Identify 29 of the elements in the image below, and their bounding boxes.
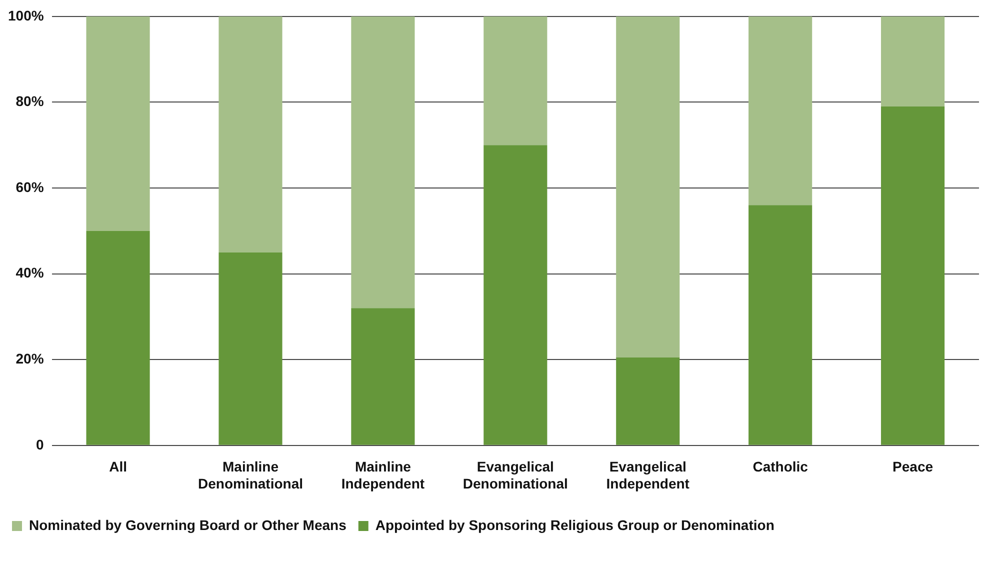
bar <box>351 16 415 308</box>
bar <box>218 252 282 445</box>
x-tick-label: Peace <box>892 458 934 475</box>
bar <box>748 205 812 445</box>
bar <box>218 16 282 252</box>
y-tick-label: 40% <box>16 264 44 281</box>
bar <box>86 230 150 445</box>
x-tick-label: Evangelical Denominational <box>462 458 568 492</box>
x-tick-label: All <box>109 458 127 475</box>
legend-label: Appointed by Sponsoring Religious Group or Denomination <box>375 516 774 533</box>
y-tick-label: 60% <box>16 178 44 195</box>
bar <box>616 357 680 445</box>
bar <box>616 16 680 358</box>
y-tick-label: 80% <box>16 93 44 110</box>
bar <box>748 16 812 206</box>
bar <box>880 16 945 106</box>
x-tick-label: Catholic <box>752 458 808 475</box>
bar <box>351 308 415 445</box>
bar <box>484 16 548 146</box>
bar <box>484 145 548 445</box>
bar <box>880 106 945 445</box>
y-tick-label: 100% <box>8 7 44 24</box>
y-tick-label: 0 <box>36 436 44 452</box>
x-tick-label: Mainline Independent <box>341 458 425 492</box>
bar <box>86 16 150 231</box>
x-tick-label: Mainline Denominational <box>198 458 303 492</box>
y-tick-label: 20% <box>16 350 44 366</box>
legend-label: Nominated by Governing Board or Other Means <box>29 516 347 533</box>
x-tick-label: Evangelical Independent <box>606 458 690 492</box>
